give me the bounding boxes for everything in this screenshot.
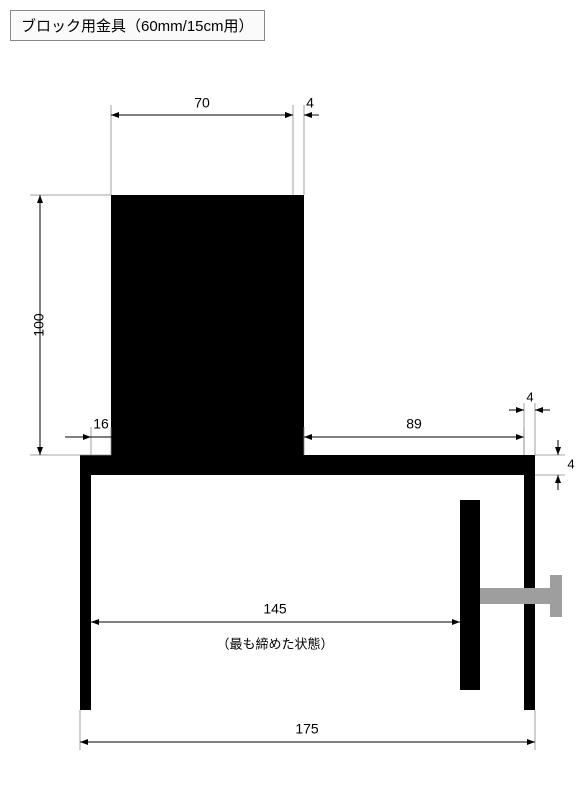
shape-bolt: [480, 588, 555, 604]
dim-4-top: 4: [306, 95, 314, 111]
dim-16: 16: [93, 416, 109, 432]
shape-bar: [80, 455, 535, 475]
dim-4-right-upper: 4: [526, 389, 533, 404]
dim-100: 100: [31, 313, 47, 337]
diagram-svg: 100 70 4 16 89 4 4: [0, 0, 585, 793]
diagram-page: ブロック用金具（60mm/15cm用）: [0, 0, 585, 793]
dim-4-side: 4: [567, 456, 574, 471]
shape-knob: [550, 575, 562, 617]
shape-clamp-plate: [460, 500, 480, 690]
shape-left-leg: [80, 455, 91, 710]
dim-70: 70: [194, 95, 210, 111]
dim-145: 145: [263, 601, 287, 617]
dim-89: 89: [406, 416, 422, 432]
note-text: （最も締めた状態）: [216, 636, 333, 651]
shape-upright: [111, 195, 304, 455]
dim-175: 175: [295, 721, 319, 737]
shape-right-leg: [524, 455, 535, 710]
